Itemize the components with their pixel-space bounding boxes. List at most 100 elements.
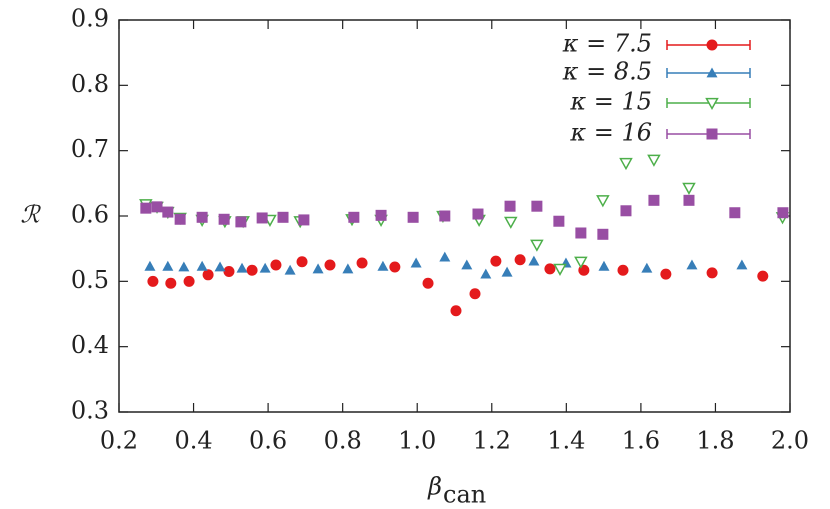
y-tick-label: 0.6 bbox=[71, 201, 109, 229]
point bbox=[196, 260, 208, 271]
point bbox=[575, 227, 587, 239]
point bbox=[236, 262, 248, 273]
point bbox=[348, 211, 360, 223]
point bbox=[596, 195, 610, 208]
point bbox=[501, 266, 513, 277]
point bbox=[178, 261, 190, 272]
point bbox=[298, 214, 310, 226]
x-tick-label: 1.6 bbox=[622, 427, 660, 455]
point bbox=[144, 260, 156, 271]
x-axis-label: β bbox=[427, 473, 442, 501]
point bbox=[597, 228, 609, 240]
point bbox=[410, 257, 422, 268]
point bbox=[235, 216, 247, 228]
point bbox=[530, 239, 544, 252]
point bbox=[147, 275, 159, 287]
point bbox=[296, 256, 308, 268]
point bbox=[284, 264, 296, 275]
legend-marker bbox=[706, 39, 718, 51]
y-tick-label: 0.4 bbox=[71, 331, 109, 359]
point bbox=[729, 207, 741, 219]
point bbox=[270, 259, 282, 271]
point bbox=[777, 207, 789, 219]
point bbox=[439, 210, 451, 222]
point bbox=[214, 261, 226, 272]
point bbox=[259, 262, 271, 273]
point bbox=[277, 211, 289, 223]
y-tick-label: 0.8 bbox=[71, 70, 109, 98]
legend-marker bbox=[705, 97, 719, 111]
y-tick-label: 0.3 bbox=[71, 397, 109, 425]
point bbox=[342, 263, 354, 274]
point bbox=[620, 205, 632, 217]
point bbox=[165, 277, 177, 289]
x-tick-label: 1.0 bbox=[398, 427, 436, 455]
point bbox=[619, 157, 633, 171]
point bbox=[218, 213, 230, 225]
point bbox=[504, 216, 518, 229]
point bbox=[553, 263, 567, 276]
point bbox=[324, 259, 336, 271]
point bbox=[469, 288, 481, 300]
point bbox=[736, 259, 748, 270]
point bbox=[202, 269, 214, 281]
point bbox=[660, 268, 672, 280]
point bbox=[356, 257, 368, 269]
x-tick-label: 0.6 bbox=[249, 427, 287, 455]
x-tick-label: 1.8 bbox=[696, 427, 734, 455]
point bbox=[490, 255, 502, 267]
point bbox=[504, 200, 516, 212]
point bbox=[422, 277, 434, 289]
x-tick-label: 0.8 bbox=[324, 427, 362, 455]
x-tick-label: 0.2 bbox=[100, 427, 138, 455]
legend-label: κ = 16 bbox=[569, 119, 652, 147]
point bbox=[528, 255, 540, 266]
point bbox=[683, 194, 695, 206]
point bbox=[183, 275, 195, 287]
point bbox=[706, 267, 718, 279]
point bbox=[757, 270, 769, 282]
x-tick-label: 0.4 bbox=[174, 427, 212, 455]
point bbox=[162, 206, 174, 218]
y-tick-label: 0.9 bbox=[71, 5, 109, 33]
x-tick-label: 1.2 bbox=[473, 427, 511, 455]
point bbox=[647, 154, 661, 167]
point bbox=[617, 264, 629, 276]
point bbox=[407, 211, 419, 223]
x-tick-label: 2.0 bbox=[771, 427, 809, 455]
y-axis-label: ℛ bbox=[20, 201, 41, 229]
point bbox=[531, 200, 543, 212]
point bbox=[480, 268, 492, 279]
point bbox=[641, 262, 653, 273]
point bbox=[682, 182, 696, 195]
point bbox=[461, 259, 473, 270]
point bbox=[553, 215, 565, 227]
point bbox=[256, 212, 268, 224]
x-axis-label-subscript: can bbox=[443, 481, 486, 509]
point bbox=[174, 213, 186, 225]
point bbox=[598, 260, 610, 271]
point bbox=[312, 263, 324, 274]
point bbox=[472, 208, 484, 220]
point bbox=[514, 254, 526, 266]
point bbox=[389, 261, 401, 273]
legend-label: κ = 15 bbox=[569, 88, 652, 116]
point bbox=[151, 201, 163, 213]
point bbox=[140, 202, 152, 214]
legend-label: κ = 7.5 bbox=[562, 30, 652, 58]
legend-label: κ = 8.5 bbox=[562, 58, 652, 86]
y-tick-label: 0.5 bbox=[71, 266, 109, 294]
y-tick-label: 0.7 bbox=[71, 135, 109, 163]
point bbox=[223, 266, 235, 278]
point bbox=[196, 211, 208, 223]
point bbox=[375, 209, 387, 221]
point bbox=[439, 251, 451, 262]
point bbox=[574, 256, 588, 269]
point bbox=[450, 305, 462, 317]
legend-marker bbox=[706, 128, 718, 140]
point bbox=[377, 260, 389, 271]
point bbox=[648, 194, 660, 206]
point bbox=[686, 259, 698, 270]
